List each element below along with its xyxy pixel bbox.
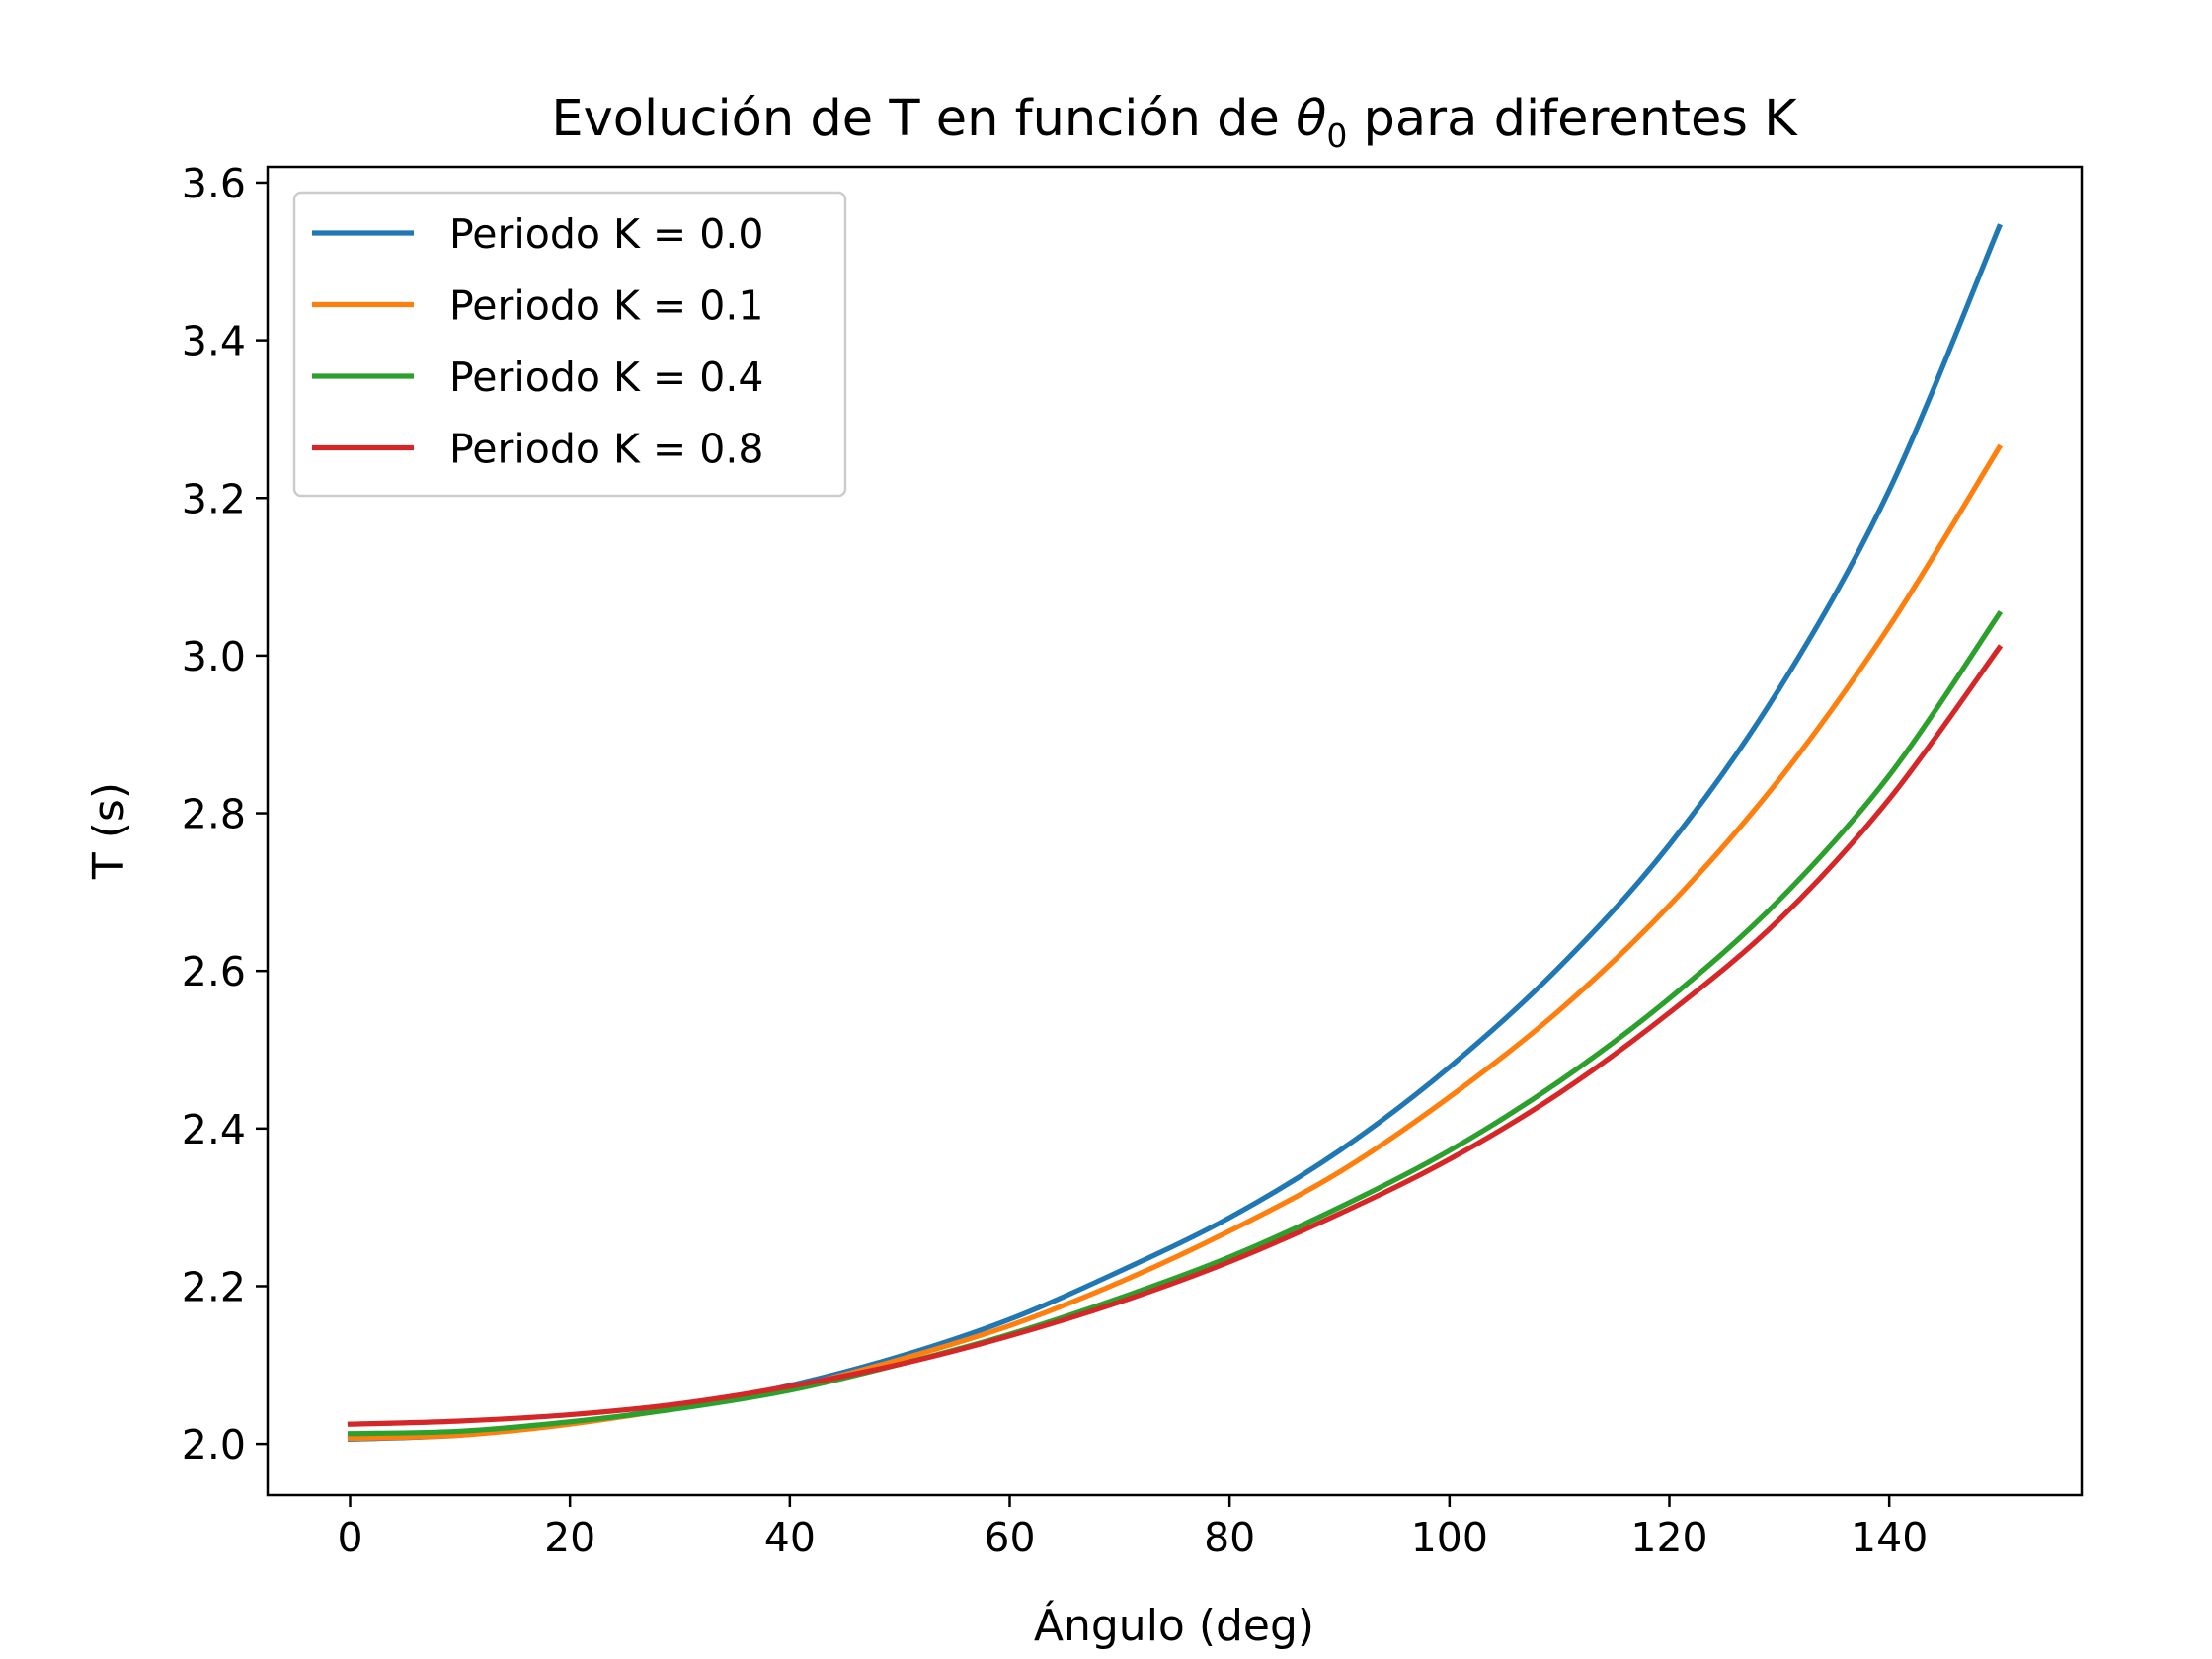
y-tick-label: 2.2 <box>182 1263 246 1310</box>
legend-label-1: Periodo K = 0.1 <box>449 282 763 330</box>
y-tick-label: 3.0 <box>182 633 246 680</box>
chart-title-suffix: para diferentes K <box>1347 90 1798 148</box>
x-tick-label: 60 <box>984 1514 1035 1561</box>
series-line-3 <box>347 644 2004 1427</box>
plot-frame <box>266 165 2084 1497</box>
x-axis-label: Ángulo (deg) <box>1034 1599 1314 1651</box>
chart-title-prefix: Evolución de T en función de <box>551 90 1296 148</box>
legend-items: Periodo K = 0.0 Periodo K = 0.1 Periodo K … <box>312 210 763 473</box>
x-axis: 0 20 40 60 80 100 120 140 <box>337 1495 1928 1561</box>
y-tick-label: 3.6 <box>182 160 246 207</box>
x-tick-label: 100 <box>1411 1514 1488 1561</box>
chart-title-subscript: 0 <box>1326 117 1347 155</box>
y-tick-label: 2.0 <box>182 1421 246 1468</box>
y-tick-label: 2.4 <box>182 1106 246 1153</box>
x-tick-label: 80 <box>1204 1514 1255 1561</box>
legend-label-3: Periodo K = 0.8 <box>449 426 763 473</box>
legend-label-0: Periodo K = 0.0 <box>449 210 763 258</box>
y-tick-label: 3.2 <box>182 475 246 522</box>
x-tick-label: 120 <box>1630 1514 1707 1561</box>
series-layer <box>347 223 2004 1443</box>
y-tick-label: 3.4 <box>182 318 246 365</box>
chart-title-symbol: θ <box>1296 90 1326 148</box>
legend: Periodo K = 0.0 Periodo K = 0.1 Periodo K … <box>292 191 847 498</box>
x-tick-label: 0 <box>337 1514 362 1561</box>
x-tick-label: 20 <box>544 1514 595 1561</box>
y-axis-label: T (s) <box>84 782 134 880</box>
legend-label-2: Periodo K = 0.4 <box>449 354 763 401</box>
chart-title: Evolución de T en función de θ0 para dif… <box>551 90 1798 155</box>
x-tick-label: 40 <box>764 1514 816 1561</box>
y-tick-label: 2.8 <box>182 791 246 838</box>
y-tick-label: 2.6 <box>182 948 246 995</box>
y-axis: 2.0 2.2 2.4 2.6 2.8 3.0 3.2 3.4 3.6 <box>182 160 268 1468</box>
x-tick-label: 140 <box>1851 1514 1928 1561</box>
legend-frame <box>292 191 847 498</box>
series-line-2 <box>347 609 2004 1437</box>
